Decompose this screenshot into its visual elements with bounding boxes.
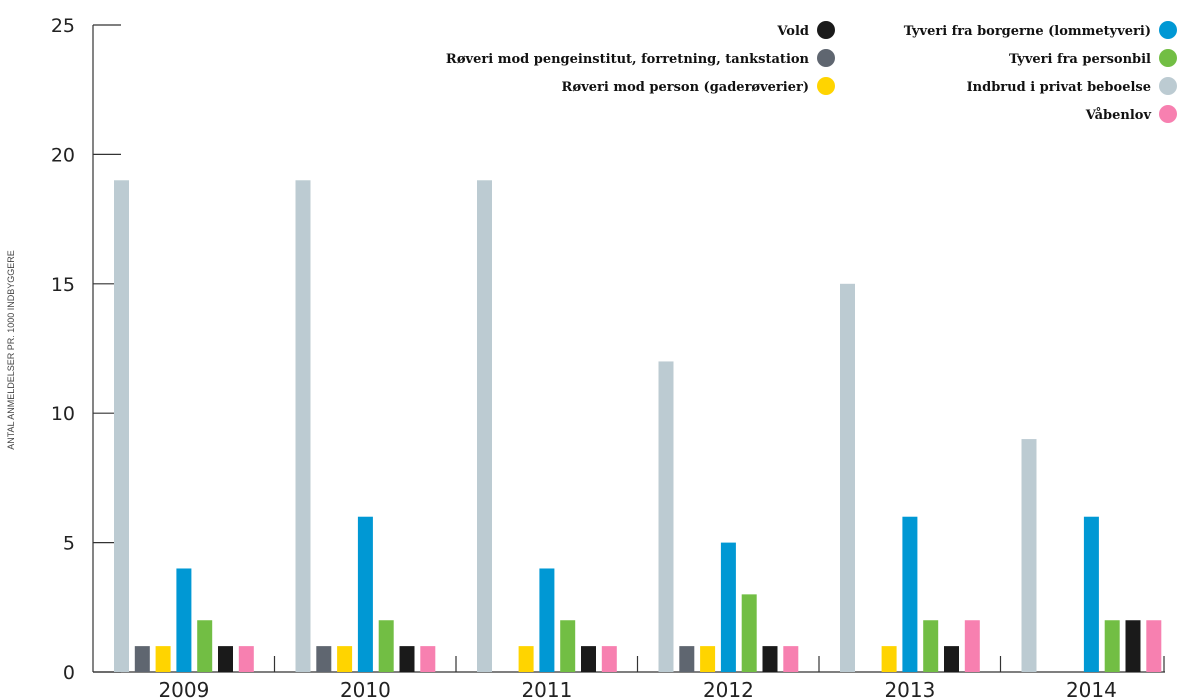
y-tick-label: 5 xyxy=(63,533,75,555)
legend-item: Indbrud i privat beboelse xyxy=(967,77,1177,95)
y-tick-label: 0 xyxy=(63,662,75,684)
legend-label: Røveri mod person (gaderøverier) xyxy=(561,80,809,95)
bar xyxy=(114,180,129,672)
legend-item: Røveri mod person (gaderøverier) xyxy=(561,77,835,95)
bar xyxy=(518,646,534,672)
y-axis-ticks: 0 5 10 15 20 25 xyxy=(51,15,121,684)
legend-label: Tyveri fra borgerne (lommetyveri) xyxy=(904,24,1151,39)
bar xyxy=(1125,620,1141,672)
legend-swatch xyxy=(817,49,835,67)
bar xyxy=(902,516,918,672)
y-tick-label: 25 xyxy=(51,15,75,37)
category-label: 2013 xyxy=(884,678,935,700)
legend-label: Røveri mod pengeinstitut, forretning, ta… xyxy=(446,52,810,67)
legend-label: Våbenlov xyxy=(1085,107,1152,123)
bar xyxy=(964,620,980,672)
legend-item: Vold xyxy=(776,21,835,39)
bar xyxy=(783,646,799,672)
bar xyxy=(923,620,939,672)
legend-swatch xyxy=(817,21,835,39)
bar xyxy=(295,180,311,672)
legend-swatch xyxy=(1159,105,1177,123)
legend-swatch xyxy=(1159,49,1177,67)
category-label: 2014 xyxy=(1066,678,1117,700)
bar xyxy=(840,283,855,672)
bar xyxy=(1083,516,1099,672)
bar xyxy=(378,620,394,672)
legend-label: Vold xyxy=(776,24,809,39)
legend: Vold Røveri mod pengeinstitut, forretning… xyxy=(446,21,1177,123)
category-label: 2012 xyxy=(703,678,754,700)
legend-swatch xyxy=(817,77,835,95)
legend-item: Tyveri fra borgerne (lommetyveri) xyxy=(904,21,1177,39)
bar xyxy=(176,568,192,672)
legend-label: Tyveri fra personbil xyxy=(1009,52,1151,67)
bar xyxy=(741,594,757,672)
bar xyxy=(1104,620,1120,672)
bar xyxy=(420,646,436,672)
x-axis-categories: 2009 2010 2011 2012 2013 2014 xyxy=(158,678,1116,700)
y-tick-label: 15 xyxy=(51,274,75,296)
legend-swatch xyxy=(1159,77,1177,95)
category-label: 2010 xyxy=(340,678,391,700)
bar xyxy=(1146,620,1162,672)
legend-swatch xyxy=(1159,21,1177,39)
bar xyxy=(337,646,353,672)
legend-item: Røveri mod pengeinstitut, forretning, ta… xyxy=(446,49,835,67)
category-label: 2011 xyxy=(521,678,572,700)
bars xyxy=(114,180,1162,672)
bar xyxy=(357,516,373,672)
y-tick-label: 10 xyxy=(51,403,75,425)
category-separators xyxy=(273,656,1165,672)
bar xyxy=(581,646,596,672)
y-tick-label: 20 xyxy=(51,144,75,166)
bar xyxy=(560,620,576,672)
bar xyxy=(399,646,415,672)
bar xyxy=(1021,439,1037,672)
bar xyxy=(944,646,959,672)
legend-item: Våbenlov xyxy=(1085,105,1177,123)
bar xyxy=(539,568,555,672)
bar xyxy=(197,620,213,672)
bar xyxy=(720,542,736,672)
category-label: 2009 xyxy=(158,678,209,700)
bar xyxy=(316,646,332,672)
bar xyxy=(881,646,897,672)
bar xyxy=(762,646,778,672)
bar xyxy=(155,646,171,672)
bar xyxy=(134,646,150,672)
bar xyxy=(679,646,695,672)
y-axis-label: ANTAL ANMELDELSER PR. 1000 INDBYGGERE xyxy=(6,250,16,450)
bar xyxy=(601,646,617,672)
bar xyxy=(477,180,492,672)
bar xyxy=(700,646,716,672)
bar xyxy=(238,646,254,672)
legend-item: Tyveri fra personbil xyxy=(1009,49,1177,67)
legend-label: Indbrud i privat beboelse xyxy=(967,80,1151,95)
bar xyxy=(658,361,674,672)
bar xyxy=(218,646,233,672)
